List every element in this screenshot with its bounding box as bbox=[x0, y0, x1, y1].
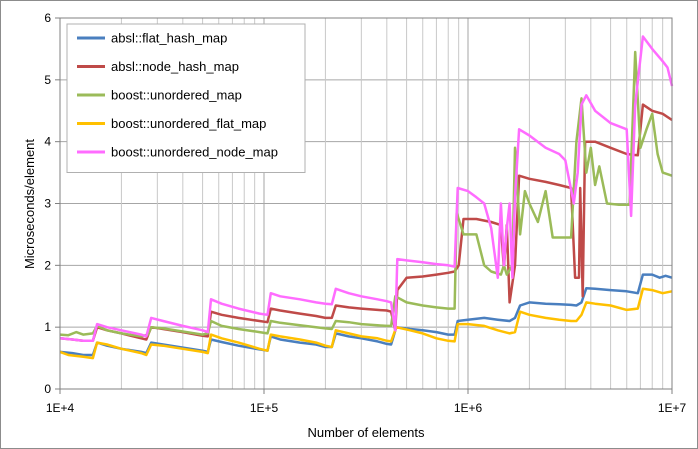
y-axis-title: Microseconds/element bbox=[22, 139, 37, 269]
y-tick-label: 6 bbox=[44, 11, 51, 25]
legend: absl::flat_hash_mapabsl::node_hash_mapbo… bbox=[66, 23, 306, 173]
y-tick-label: 1 bbox=[44, 320, 51, 334]
series-line-boost-unordered-map bbox=[59, 50, 673, 338]
y-tick-label: 4 bbox=[44, 135, 51, 149]
y-tick-label: 3 bbox=[44, 197, 51, 211]
x-axis-title: Number of elements bbox=[307, 425, 425, 440]
series-line-absl-flat-hash-map bbox=[59, 273, 673, 357]
y-tick-label: 5 bbox=[44, 73, 51, 87]
y-axis-ticks: 0 1 2 3 4 5 6 bbox=[44, 11, 60, 396]
series-line-boost-unordered-node-map bbox=[59, 35, 674, 343]
legend-label-boost-unordered-map: boost::unordered_map bbox=[111, 88, 242, 103]
series-lines bbox=[59, 35, 674, 360]
legend-box bbox=[66, 23, 306, 173]
legend-label-absl-node-hash-map: absl::node_hash_map bbox=[111, 59, 239, 74]
legend-label-boost-unordered-flat-map: boost::unordered_flat_map bbox=[111, 116, 266, 131]
x-tick-label: 1E+7 bbox=[658, 401, 687, 415]
x-tick-label: 1E+6 bbox=[454, 401, 483, 415]
series-line-boost-unordered-flat-map bbox=[59, 287, 673, 360]
x-tick-label: 1E+4 bbox=[46, 401, 75, 415]
x-axis-ticks: 1E+4 1E+5 1E+6 1E+7 bbox=[46, 389, 687, 415]
legend-label-absl-flat-hash-map: absl::flat_hash_map bbox=[111, 31, 227, 46]
x-tick-label: 1E+5 bbox=[250, 401, 279, 415]
legend-label-boost-unordered-node-map: boost::unordered_node_map bbox=[111, 145, 278, 160]
y-tick-label: 0 bbox=[44, 382, 51, 396]
y-tick-label: 2 bbox=[44, 258, 51, 272]
